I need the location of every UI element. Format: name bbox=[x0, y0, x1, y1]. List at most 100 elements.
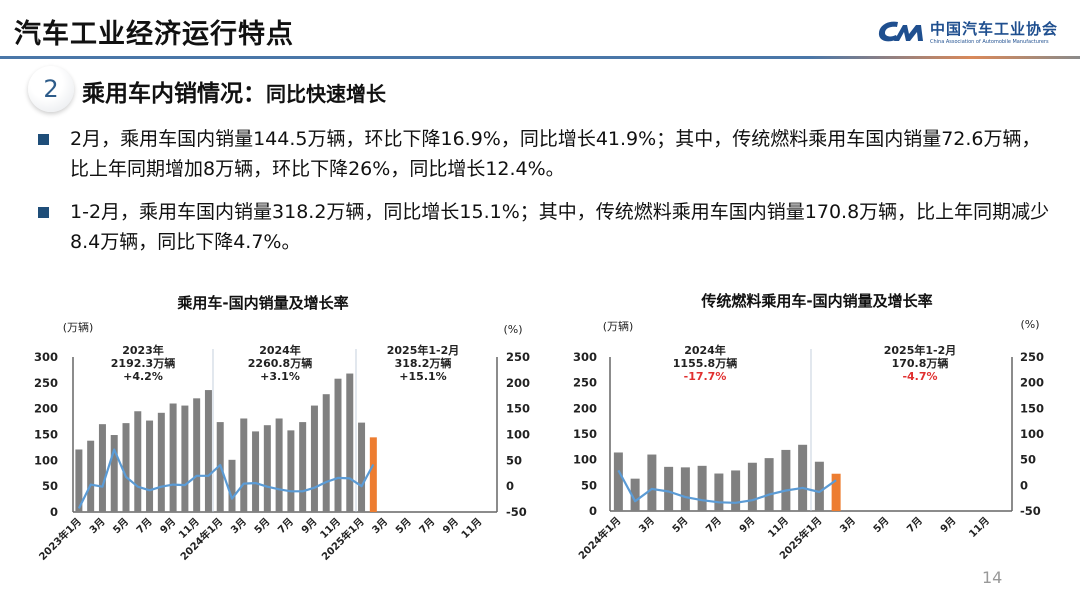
left-tick-label: 200 bbox=[34, 402, 58, 416]
x-tick-label: 5月 bbox=[111, 516, 131, 536]
period-annotation: 2260.8万辆 bbox=[248, 356, 312, 370]
x-tick-label: 7月 bbox=[134, 516, 154, 536]
period-annotation: 2024年 bbox=[259, 343, 301, 357]
left-tick-label: 300 bbox=[34, 350, 58, 364]
x-tick-label: 5月 bbox=[670, 515, 690, 535]
right-tick-label: -50 bbox=[506, 505, 527, 519]
sales-bar bbox=[697, 465, 707, 511]
section-number-badge: 2 bbox=[28, 66, 74, 112]
sales-bar bbox=[252, 431, 260, 512]
x-tick-label: 3月 bbox=[838, 515, 858, 535]
right-tick-label: 50 bbox=[1020, 453, 1036, 467]
right-tick-label: 250 bbox=[1020, 350, 1044, 364]
period-annotation: +3.1% bbox=[260, 370, 300, 383]
bullet-item: 2月，乘用车国内销量144.5万辆，环比下降16.9%，同比增长41.9%；其中… bbox=[38, 124, 1058, 184]
period-annotation: 2025年1-2月 bbox=[387, 343, 460, 357]
square-bullet-icon bbox=[38, 134, 49, 145]
x-tick-label: 9月 bbox=[440, 516, 460, 536]
sales-bar bbox=[814, 461, 824, 511]
period-annotation: 2192.3万辆 bbox=[111, 356, 175, 370]
sales-bar bbox=[831, 473, 841, 511]
right-axis-unit: (%) bbox=[1020, 318, 1039, 331]
left-tick-label: 50 bbox=[42, 479, 58, 493]
left-tick-label: 300 bbox=[573, 350, 597, 364]
x-tick-label: 9月 bbox=[938, 515, 958, 535]
x-tick-label: 2023年1月 bbox=[36, 515, 84, 563]
period-annotation: 2023年 bbox=[122, 343, 164, 357]
section-title: 乘用车内销情况：同比快速增长 bbox=[82, 74, 386, 108]
page-number: 14 bbox=[982, 568, 1003, 587]
chart-1: 乘用车-国内销量及增长率 (万辆) (%) 0 50 100 150 200 250 300 -50… bbox=[34, 294, 530, 563]
chart-title: 传统燃料乘用车-国内销量及增长率 bbox=[700, 292, 932, 310]
sales-bar bbox=[798, 444, 808, 511]
x-tick-label: 9月 bbox=[299, 516, 319, 536]
sales-bar bbox=[358, 422, 366, 512]
sales-bar bbox=[146, 420, 154, 512]
sales-bar bbox=[613, 452, 623, 511]
sales-bar bbox=[157, 412, 165, 512]
bullet-list: 2月，乘用车国内销量144.5万辆，环比下降16.9%，同比增长41.9%；其中… bbox=[38, 124, 1058, 270]
sales-bar bbox=[181, 405, 189, 512]
sales-bar bbox=[647, 454, 657, 511]
sales-bar bbox=[287, 430, 295, 512]
x-tick-label: 7月 bbox=[417, 516, 437, 536]
period-annotation: 1155.8万辆 bbox=[673, 356, 737, 370]
period-annotation: +15.1% bbox=[399, 370, 446, 383]
x-tick-label: 3月 bbox=[637, 515, 657, 535]
right-tick-label: 150 bbox=[506, 402, 530, 416]
sales-bar bbox=[134, 411, 142, 512]
sales-bar bbox=[87, 440, 95, 512]
sales-bar bbox=[263, 425, 271, 512]
period-annotation: -4.7% bbox=[902, 370, 937, 383]
sales-bar bbox=[299, 422, 307, 512]
left-tick-label: 100 bbox=[573, 453, 597, 467]
x-tick-label: 3月 bbox=[228, 516, 248, 536]
sales-bar bbox=[275, 418, 283, 512]
bullet-text: 2月，乘用车国内销量144.5万辆，环比下降16.9%，同比增长41.9%；其中… bbox=[70, 128, 1041, 180]
chart-title: 乘用车-国内销量及增长率 bbox=[176, 294, 348, 312]
right-tick-label: 50 bbox=[506, 453, 522, 467]
sales-bar bbox=[193, 398, 201, 512]
sales-bar bbox=[98, 424, 106, 512]
growth-rate-line bbox=[77, 448, 375, 509]
section-subtitle: 同比快速增长 bbox=[266, 82, 386, 106]
left-axis-unit: (万辆) bbox=[63, 320, 94, 334]
logo: 中国汽车工业协会 China Association of Automobile… bbox=[876, 18, 1058, 45]
left-tick-label: 250 bbox=[34, 376, 58, 390]
x-tick-label: 11月 bbox=[459, 516, 484, 541]
sales-bar bbox=[322, 394, 330, 512]
period-annotation: 2025年1-2月 bbox=[884, 343, 957, 357]
bullet-text: 1-2月，乘用车国内销量318.2万辆，同比增长15.1%；其中，传统燃料乘用车… bbox=[70, 201, 1050, 253]
right-tick-label: 150 bbox=[1020, 401, 1044, 415]
x-tick-label: 5月 bbox=[393, 516, 413, 536]
x-tick-label: 5月 bbox=[252, 516, 272, 536]
x-tick-label: 7月 bbox=[905, 515, 925, 535]
period-annotation: 2024年 bbox=[684, 343, 726, 357]
sales-bar bbox=[714, 473, 724, 511]
right-tick-label: 0 bbox=[1020, 478, 1028, 492]
bullet-item: 1-2月，乘用车国内销量318.2万辆，同比增长15.1%；其中，传统燃料乘用车… bbox=[38, 197, 1058, 257]
sales-bar bbox=[680, 467, 690, 511]
x-tick-label: 3月 bbox=[87, 516, 107, 536]
sales-bar bbox=[122, 423, 130, 512]
period-annotation: +4.2% bbox=[123, 370, 163, 383]
sales-bar bbox=[369, 437, 377, 512]
x-tick-label: 11月 bbox=[766, 515, 791, 540]
left-tick-label: 0 bbox=[50, 505, 58, 519]
x-tick-label: 7月 bbox=[276, 516, 296, 536]
right-tick-label: 250 bbox=[506, 350, 530, 364]
x-tick-label: 9月 bbox=[737, 515, 757, 535]
chart-2: 传统燃料乘用车-国内销量及增长率 (万辆) (%) 0 50 100 150 200 250 30… bbox=[573, 292, 1044, 562]
logo-cn-text: 中国汽车工业协会 bbox=[930, 20, 1059, 38]
left-tick-label: 0 bbox=[589, 504, 597, 518]
x-tick-label: 2024年1月 bbox=[576, 514, 624, 562]
right-tick-label: 200 bbox=[1020, 376, 1044, 390]
left-axis-unit: (万辆) bbox=[603, 319, 634, 333]
sales-bar bbox=[240, 418, 248, 512]
sales-bar bbox=[747, 462, 757, 511]
left-tick-label: 50 bbox=[581, 478, 597, 492]
sales-bar bbox=[334, 378, 342, 512]
x-tick-label: 11月 bbox=[967, 515, 992, 540]
caam-logo-icon bbox=[878, 21, 923, 41]
